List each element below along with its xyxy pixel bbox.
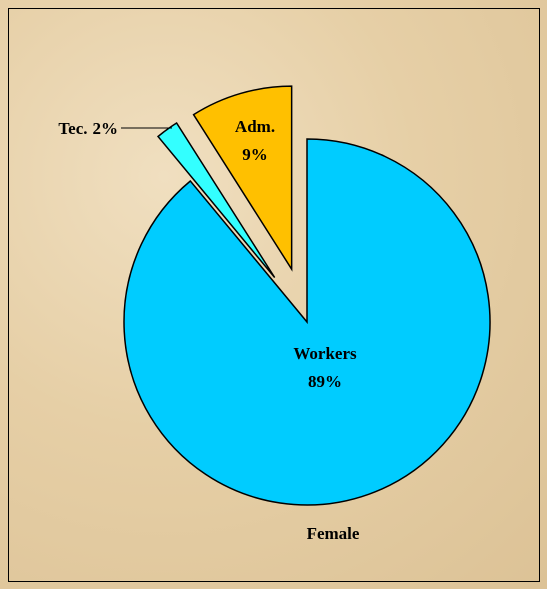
frame bbox=[8, 8, 540, 582]
slice-category: Workers bbox=[293, 344, 357, 363]
pie-slice bbox=[123, 138, 491, 506]
slice-value-label: 89% bbox=[308, 372, 342, 391]
slice-value-label: 9% bbox=[242, 145, 268, 164]
slice-category: Tec. bbox=[58, 119, 87, 138]
pie-slice bbox=[192, 85, 293, 272]
slice-category: Adm. bbox=[235, 117, 275, 136]
chart-title: Female bbox=[307, 524, 360, 543]
slice-label: Tec. 2% bbox=[58, 119, 118, 138]
pie-slice bbox=[156, 121, 276, 278]
slice-value-label: 2% bbox=[93, 119, 119, 138]
